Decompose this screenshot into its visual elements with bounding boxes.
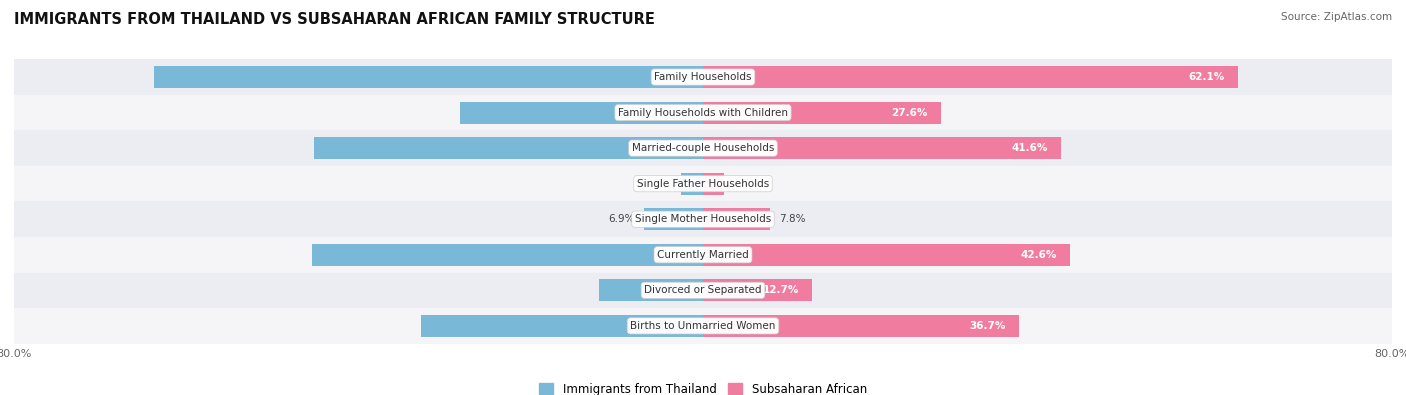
Text: 32.8%: 32.8% xyxy=(690,321,727,331)
Bar xyxy=(14,308,1392,344)
Bar xyxy=(703,102,941,124)
Bar xyxy=(14,166,1392,201)
Bar xyxy=(599,279,703,301)
Bar xyxy=(703,137,1062,159)
Text: Family Households with Children: Family Households with Children xyxy=(619,107,787,118)
Bar xyxy=(14,59,1392,95)
Text: Single Mother Households: Single Mother Households xyxy=(636,214,770,224)
Text: 27.6%: 27.6% xyxy=(891,107,928,118)
Bar xyxy=(703,66,1237,88)
Text: 36.7%: 36.7% xyxy=(970,321,1007,331)
Bar xyxy=(14,130,1392,166)
Text: Source: ZipAtlas.com: Source: ZipAtlas.com xyxy=(1281,12,1392,22)
Bar xyxy=(703,208,770,230)
Bar xyxy=(703,173,724,195)
Text: 63.8%: 63.8% xyxy=(690,72,727,82)
Bar xyxy=(14,237,1392,273)
Bar xyxy=(420,315,703,337)
Text: Births to Unmarried Women: Births to Unmarried Women xyxy=(630,321,776,331)
Bar xyxy=(14,201,1392,237)
Bar xyxy=(153,66,703,88)
Bar xyxy=(312,244,703,266)
Bar xyxy=(703,244,1070,266)
Text: 6.9%: 6.9% xyxy=(609,214,636,224)
Bar xyxy=(703,315,1019,337)
Bar xyxy=(14,95,1392,130)
Bar xyxy=(460,102,703,124)
Bar xyxy=(314,137,703,159)
Text: 45.4%: 45.4% xyxy=(690,250,727,260)
Text: Currently Married: Currently Married xyxy=(657,250,749,260)
Text: 62.1%: 62.1% xyxy=(1188,72,1225,82)
Text: 12.7%: 12.7% xyxy=(763,285,800,295)
Text: 45.2%: 45.2% xyxy=(690,143,727,153)
Text: 7.8%: 7.8% xyxy=(779,214,806,224)
Text: 28.2%: 28.2% xyxy=(690,107,727,118)
Text: 2.5%: 2.5% xyxy=(647,179,673,189)
Text: Divorced or Separated: Divorced or Separated xyxy=(644,285,762,295)
Bar xyxy=(644,208,703,230)
Bar xyxy=(703,279,813,301)
Text: IMMIGRANTS FROM THAILAND VS SUBSAHARAN AFRICAN FAMILY STRUCTURE: IMMIGRANTS FROM THAILAND VS SUBSAHARAN A… xyxy=(14,12,655,27)
Bar xyxy=(682,173,703,195)
Text: Married-couple Households: Married-couple Households xyxy=(631,143,775,153)
Bar xyxy=(14,273,1392,308)
Text: 2.4%: 2.4% xyxy=(733,179,759,189)
Text: 42.6%: 42.6% xyxy=(1021,250,1057,260)
Text: 12.1%: 12.1% xyxy=(690,285,727,295)
Text: 41.6%: 41.6% xyxy=(1012,143,1049,153)
Text: Single Father Households: Single Father Households xyxy=(637,179,769,189)
Legend: Immigrants from Thailand, Subsaharan African: Immigrants from Thailand, Subsaharan Afr… xyxy=(534,378,872,395)
Text: Family Households: Family Households xyxy=(654,72,752,82)
